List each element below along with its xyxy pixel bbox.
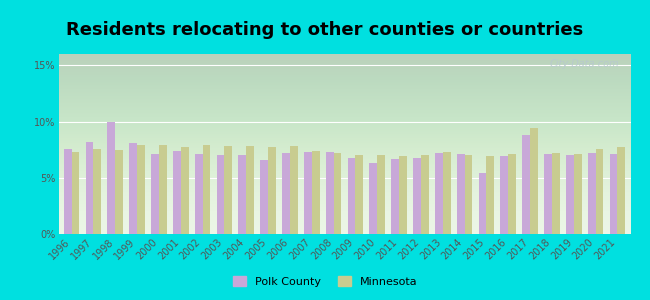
- Bar: [181, 147, 188, 234]
- Bar: [377, 155, 385, 234]
- Bar: [268, 147, 276, 234]
- Bar: [304, 152, 312, 234]
- Bar: [107, 122, 115, 234]
- Legend: Polk County, Minnesota: Polk County, Minnesota: [228, 272, 422, 291]
- Bar: [216, 155, 224, 234]
- Bar: [224, 146, 232, 234]
- Bar: [610, 154, 617, 234]
- Bar: [137, 145, 145, 234]
- Bar: [86, 142, 94, 234]
- Bar: [465, 155, 473, 234]
- Bar: [203, 145, 211, 234]
- Bar: [421, 155, 429, 234]
- Bar: [413, 158, 421, 234]
- Bar: [312, 151, 320, 234]
- Bar: [282, 153, 290, 234]
- Bar: [478, 173, 486, 234]
- Bar: [173, 151, 181, 234]
- Bar: [574, 154, 582, 234]
- Bar: [333, 153, 341, 234]
- Bar: [115, 150, 123, 234]
- Bar: [348, 158, 356, 234]
- Bar: [239, 155, 246, 234]
- Bar: [435, 153, 443, 234]
- Bar: [356, 155, 363, 234]
- Bar: [552, 153, 560, 234]
- Bar: [369, 163, 377, 234]
- Bar: [246, 146, 254, 234]
- Text: City-Data.com: City-Data.com: [549, 59, 619, 69]
- Bar: [530, 128, 538, 234]
- Bar: [195, 154, 203, 234]
- Bar: [544, 154, 552, 234]
- Bar: [486, 156, 494, 234]
- Text: Residents relocating to other counties or countries: Residents relocating to other counties o…: [66, 21, 584, 39]
- Bar: [618, 147, 625, 234]
- Bar: [151, 154, 159, 234]
- Bar: [457, 154, 465, 234]
- Bar: [94, 148, 101, 234]
- Bar: [508, 154, 516, 234]
- Bar: [64, 148, 72, 234]
- Bar: [399, 156, 407, 234]
- Bar: [391, 159, 399, 234]
- Bar: [129, 143, 137, 234]
- Bar: [159, 145, 167, 234]
- Bar: [500, 156, 508, 234]
- Bar: [595, 148, 603, 234]
- Bar: [522, 135, 530, 234]
- Bar: [326, 152, 333, 234]
- Bar: [566, 155, 574, 234]
- Bar: [260, 160, 268, 234]
- Bar: [443, 152, 450, 234]
- Bar: [588, 153, 595, 234]
- Bar: [72, 152, 79, 234]
- Bar: [290, 146, 298, 234]
